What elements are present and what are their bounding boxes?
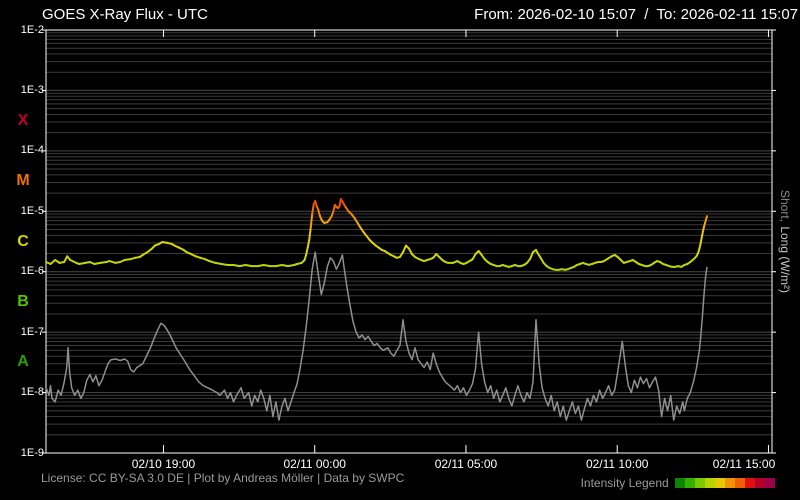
y-tick-label: 1E-5 — [20, 204, 44, 217]
y-tick-label: 1E-4 — [20, 144, 44, 157]
series-long-segment — [78, 261, 87, 265]
series-long-segment — [123, 258, 132, 261]
flare-class-letter-m: M — [16, 172, 30, 190]
series-long-segment — [402, 244, 407, 254]
series-long-segment — [408, 247, 413, 256]
series-long-segment — [49, 259, 57, 265]
series-long-segment — [208, 260, 217, 264]
y-tick-label: 1E-2 — [20, 23, 44, 36]
series-long-segment — [309, 213, 314, 229]
series-long-segment — [698, 241, 702, 250]
series-long-segment — [281, 264, 289, 268]
intensity-legend-label: Intensity Legend — [580, 476, 672, 490]
series-long-segment — [93, 261, 102, 265]
series-short-line — [45, 251, 708, 421]
time-range-label: From: 2026-02-10 15:07 / To: 2026-02-11 … — [474, 6, 798, 23]
series-long-segment — [699, 233, 704, 243]
intensity-legend-segment — [715, 478, 725, 488]
intensity-legend-segment — [705, 478, 715, 488]
x-tick-label: 02/11 10:00 — [585, 457, 649, 471]
series-long-segment — [529, 251, 534, 261]
intensity-legend-segment — [675, 478, 685, 488]
page-title: GOES X-Ray Flux - UTC — [42, 6, 208, 23]
x-tick-label: 02/11 00:00 — [283, 457, 346, 471]
y-tick-label: 1E-6 — [20, 265, 44, 278]
right-label-long: Long (W/m²) — [778, 222, 792, 293]
series-long-segment — [704, 215, 708, 223]
series-long-segment — [262, 264, 271, 268]
intensity-legend-segment — [745, 478, 755, 488]
license-text: License: CC BY-SA 3.0 DE | Plot by Andre… — [41, 471, 405, 485]
series-long-segment — [311, 203, 315, 216]
series-long-segment — [308, 226, 312, 241]
intensity-legend-segment — [755, 478, 765, 488]
series-long-segment — [214, 261, 223, 265]
x-tick-label: 02/11 15:00 — [712, 457, 776, 471]
series-long-segment — [232, 264, 241, 268]
intensity-legend-segment — [765, 478, 775, 488]
intensity-legend-segment — [735, 478, 745, 488]
plot-border — [45, 29, 773, 454]
intensity-legend-segment — [725, 478, 735, 488]
flare-class-letter-c: C — [17, 232, 29, 250]
series-long-segment — [274, 264, 283, 268]
y-tick-label: 1E-8 — [20, 386, 44, 399]
intensity-legend-bar — [675, 478, 775, 488]
series-long-segment — [306, 239, 311, 249]
series-long-segment — [69, 259, 78, 264]
x-tick-label: 02/10 19:00 — [131, 457, 196, 471]
series-long-segment — [471, 253, 477, 261]
series-long-segment — [238, 264, 247, 268]
intensity-legend-segment — [695, 478, 705, 488]
flare-class-letter-x: X — [17, 111, 29, 129]
series-long-segment — [305, 246, 309, 256]
flare-class-letter-a: A — [17, 353, 29, 371]
flare-class-letter-b: B — [17, 292, 29, 310]
series-long-segment — [287, 264, 295, 268]
right-label-short: Short, — [778, 190, 792, 223]
series-long-segment — [99, 261, 108, 264]
series-long-segment — [244, 264, 253, 268]
series-long-segment — [256, 264, 265, 268]
series-long-segment — [701, 226, 705, 236]
intensity-legend-segment — [685, 478, 695, 488]
series-long-segment — [220, 263, 229, 266]
series-long-segment — [108, 260, 117, 264]
series-long-segment — [465, 258, 474, 264]
y-tick-label: 1E-3 — [20, 83, 44, 96]
y-tick-label: 1E-7 — [20, 325, 44, 338]
y-axis-right-title: Short, Long (W/m²) — [774, 30, 796, 453]
x-tick-label: 02/11 05:00 — [434, 457, 498, 471]
y-tick-label: 1E-9 — [20, 446, 44, 459]
